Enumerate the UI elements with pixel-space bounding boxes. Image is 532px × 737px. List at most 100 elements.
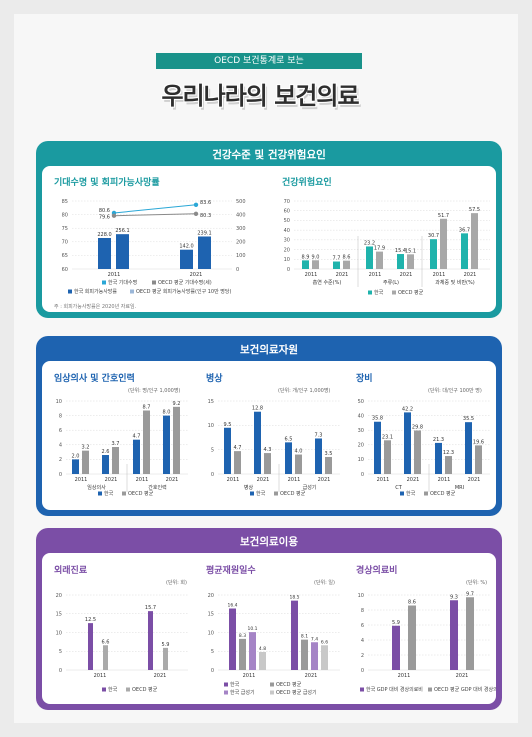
legend-korea-life: 한국 기대수명 [108,279,137,286]
x-tick-label: 2011 [288,477,301,483]
group-label: 흡연 수준(%) [313,279,342,286]
stay-bar [301,639,308,670]
korea-risk-value: 7.7 [333,256,341,262]
beds-unit: (단위: 개/인구 1,000명) [278,388,331,394]
section-body: 외래진료 (단위: 회) 평균재원일수 (단위: 일) 경상의료비 (단위: %… [42,553,496,704]
korea-risk-bar [302,260,309,269]
korea-bar [254,411,261,474]
oecd-bar [82,450,89,474]
stay-value: 8.1 [301,634,308,640]
korea-risk-value: 23.2 [364,240,375,246]
x-tick-label: 2011 [433,272,446,278]
tick-label: 5 [211,649,214,655]
legend-korea-swatch [400,491,404,496]
section-body: 기대수명 및 회피가능사망률 건강위험요인 60 65 70 75 80 85 0 100 20… [42,166,496,312]
x-tick-label: 2021 [456,673,469,679]
oecd-spend-value: 8.6 [408,600,416,606]
section-health-level: 건강수준 및 건강위험요인 기대수명 및 회피가능사망률 건강위험요인 60 65… [36,141,502,318]
legend-oecd: OECD 평균 [128,490,154,497]
oecd-bar [445,456,452,474]
group-label: 급성기 [303,484,317,491]
korea-bar [465,422,472,474]
oecd-value: 19.6 [473,439,484,445]
korea-risk-bar [430,239,437,269]
oecd-mortality-bar [116,234,129,269]
x-tick-label: 2011 [108,272,121,278]
korea-visit-value: 12.5 [85,617,96,623]
tick-label: 15 [208,612,214,618]
oecd-value: 9.2 [173,401,181,407]
tick-label: 2 [361,653,364,659]
x-tick-label: 2021 [464,272,477,278]
korea-mortality-value: 228.0 [97,232,111,238]
korea-value: 2.6 [102,449,110,455]
oecd-risk-value: 17.9 [374,246,385,252]
oecd-value: 3.2 [82,445,90,451]
x-tick-label: 2011 [438,477,451,483]
korea-mortality-bar [180,249,193,269]
oecd-visit-value: 5.9 [162,642,170,648]
x-tick-label: 2011 [227,477,240,483]
section-title: 보건의료이용 [240,536,298,548]
legend-oecd-swatch [122,491,126,496]
oecd-risk-bar [440,218,447,269]
section-body: 임상의사 및 간호인력 (단위: 명/인구 1,000명) 병상 (단위: 개/… [42,361,496,510]
korea-visit-bar [148,611,153,670]
life-note: 주 : 회피가능사망률은 2020년 자료임. [54,304,137,310]
tick-label: 15 [208,399,214,405]
korea-visit-bar [88,623,93,670]
section-title: 건강수준 및 건강위험요인 [212,149,326,161]
korea-spend-value: 9.3 [450,594,458,600]
tick-label: 0 [59,472,62,478]
legend-oecd: OECD 평균 [430,490,456,497]
main-title: 우리나라의 보건의료 [161,82,359,110]
legend-oecd-swatch [392,290,396,295]
oecd-risk-bar [376,251,383,269]
tick-label: 10 [56,399,62,405]
right-tick-label: 100 [236,253,246,259]
tick-label: 40 [284,228,290,234]
tick-label: 20 [208,593,214,599]
oecd-mortality-value: 256.1 [115,228,129,234]
legend-korea-swatch [224,682,228,687]
oecd-risk-bar [471,213,478,269]
oecd-value: 12.3 [443,450,454,456]
oecd-risk-value: 57.5 [469,207,480,213]
legend-oecd-acute: OECD 평균 급성기 [276,689,317,696]
life-value: 80.3 [200,213,211,219]
left-tick-label: 75 [62,226,68,232]
legend-oecd-swatch [270,682,274,687]
legend-korea-swatch [250,491,254,496]
stay-value: 7.4 [311,636,318,642]
avg-stay-chart: 0 5 10 15 20 16.4 8.310.1 4.8 2011 18.5 8.17.46.6 2… [208,593,340,696]
group-label: 과체중 및 비만(%) [435,279,474,286]
x-tick-label: 2021 [190,272,203,278]
x-tick-label: 2011 [305,272,318,278]
korea-mortality-bar [98,237,111,269]
korea-risk-value: 36.7 [459,227,470,233]
legend-korea-mortality-swatch [68,289,72,294]
life-series-line [113,204,197,214]
stay-value: 16.4 [227,603,237,609]
doctors-chart-title: 임상의사 및 간호인력 [54,374,135,384]
tick-label: 8 [59,413,62,419]
x-tick-label: 2011 [94,673,107,679]
oecd-bar [475,445,482,474]
oecd-value: 4.0 [295,449,303,455]
life-point [111,213,117,218]
korea-bar [133,439,140,474]
legend-oecd-life-swatch [152,280,156,285]
tick-label: 50 [358,399,364,405]
legend-korea: 한국 [406,491,416,497]
x-tick-label: 2021 [305,673,318,679]
korea-value: 21.3 [433,437,444,443]
right-tick-label: 500 [236,199,246,205]
stay-bar [311,642,318,670]
tick-label: 20 [284,247,290,253]
stay-bar [321,645,328,670]
legend-korea-swatch [102,687,106,692]
korea-risk-bar [461,233,468,269]
stay-bar [249,632,256,670]
oecd-value: 4.3 [264,447,272,453]
